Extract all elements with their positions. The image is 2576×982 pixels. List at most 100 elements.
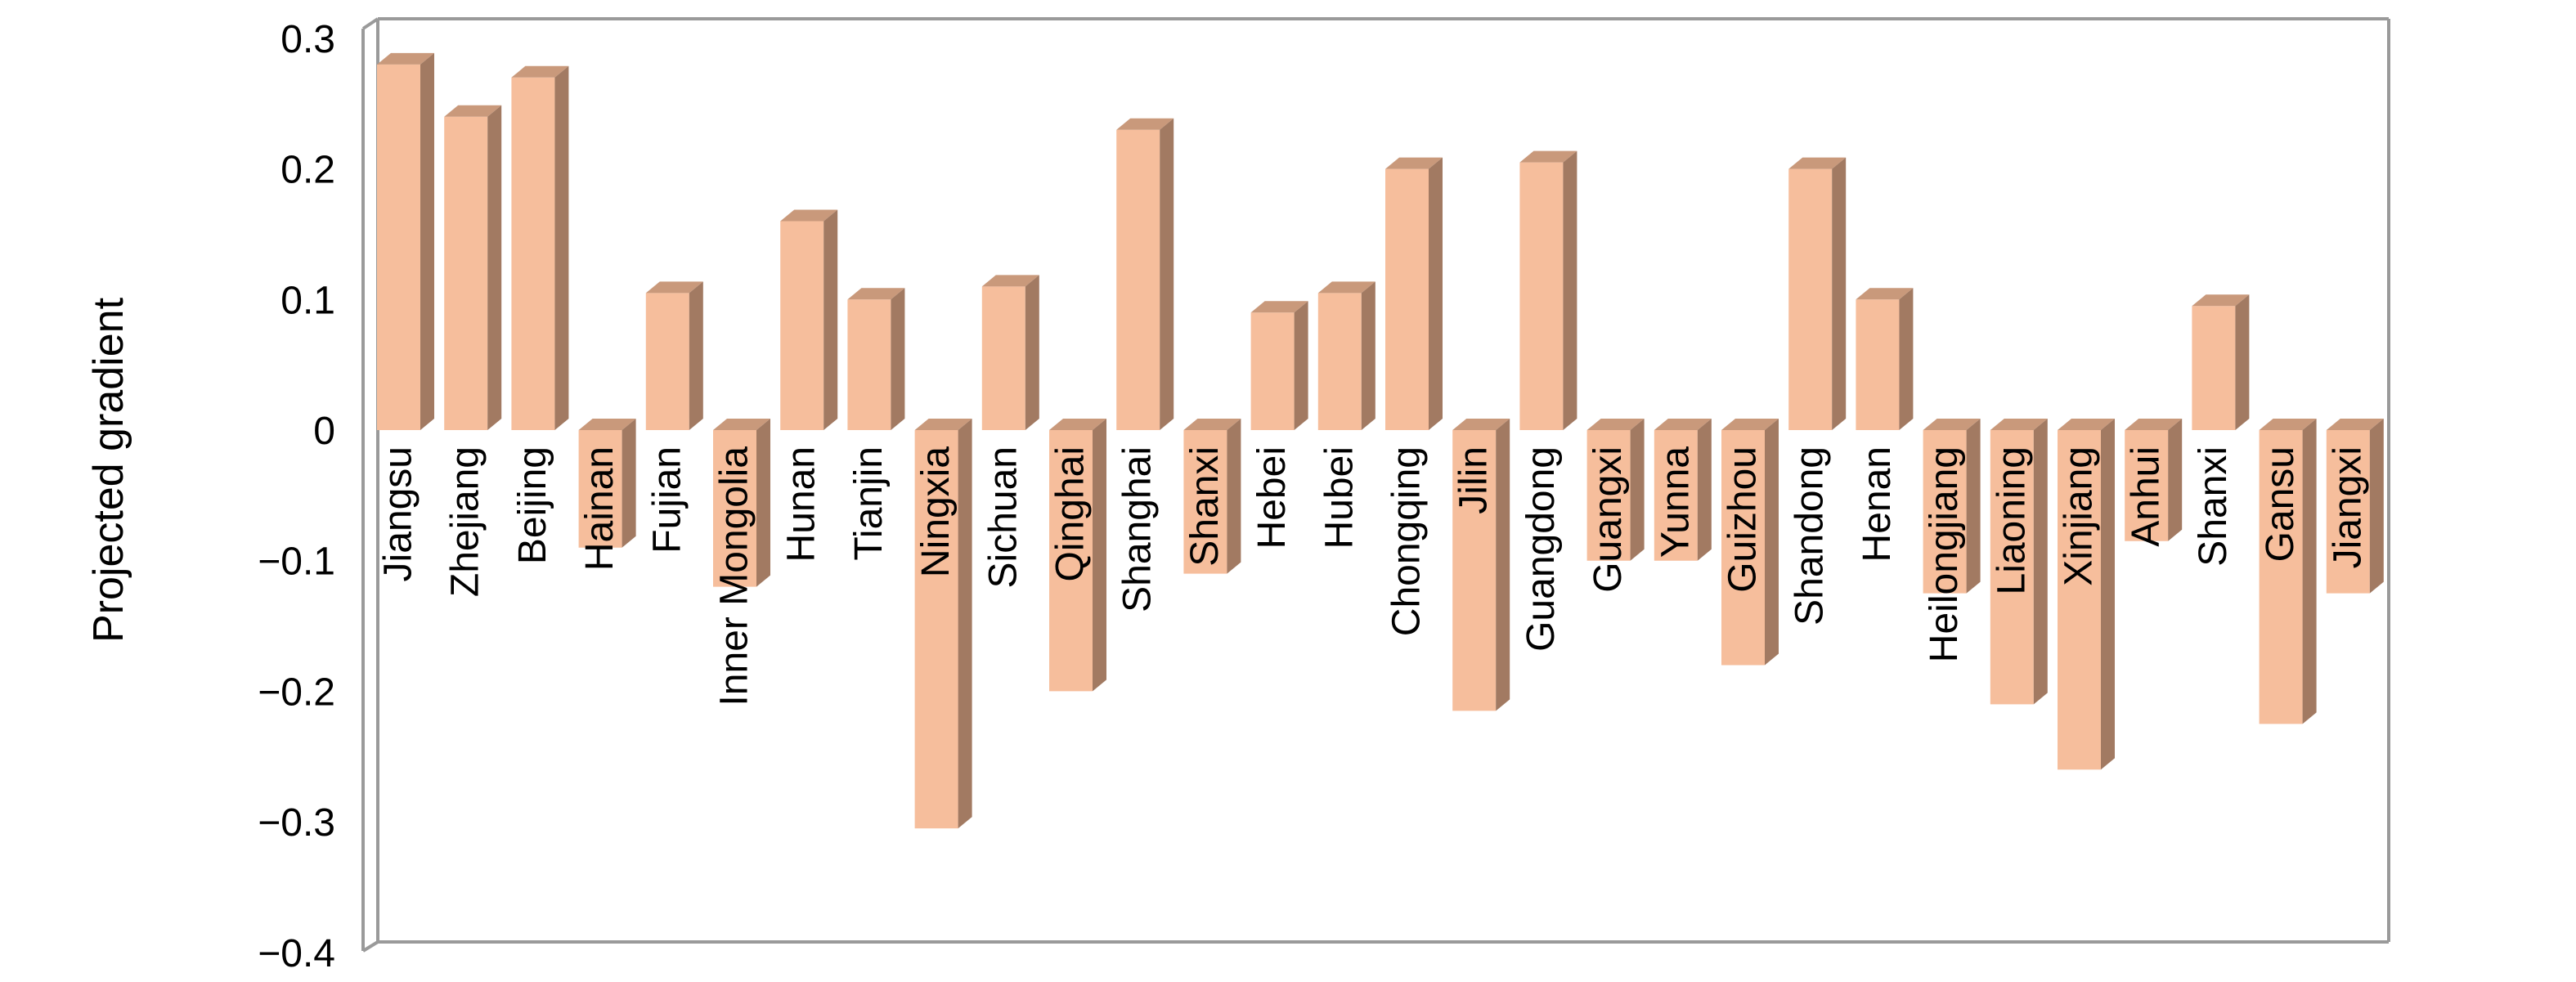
category-label-hubei: Hubei xyxy=(1317,446,1361,549)
bar-top-face xyxy=(1586,419,1645,430)
bar-top-face xyxy=(2192,294,2250,307)
bar-hebei xyxy=(1250,301,1308,430)
bar-side-face xyxy=(1563,150,1577,431)
bar-guizhou xyxy=(1721,419,1779,666)
y-tick-label: −0.3 xyxy=(258,801,335,845)
bar-side-face xyxy=(756,419,770,587)
bar-fujian xyxy=(645,281,703,430)
bar-side-face xyxy=(958,419,972,829)
category-label-guangdong: Guangdong xyxy=(1519,446,1563,652)
bar-front-face xyxy=(1116,129,1160,430)
category-label-tianjin: Tianjin xyxy=(847,446,891,561)
category-label-anhui: Anhui xyxy=(2125,446,2168,547)
bar-top-face xyxy=(1250,301,1308,313)
category-label-chongqing: Chongqing xyxy=(1385,446,1429,636)
bar-jiangsu xyxy=(377,52,434,430)
category-label-gansu: Gansu xyxy=(2259,446,2302,562)
category-label-heilongjiang: Heilongjiang xyxy=(1923,446,1966,662)
bar-shandong xyxy=(1788,157,1847,430)
bar-jilin xyxy=(1452,419,1510,711)
bar-xinjiang xyxy=(2058,419,2115,770)
category-label-hebei: Hebei xyxy=(1250,446,1294,549)
bar-front-face xyxy=(780,221,824,430)
bar-front-face xyxy=(1721,430,1765,666)
bar-side-face xyxy=(1294,301,1308,430)
bar-top-face xyxy=(1116,118,1174,130)
bar-top-face xyxy=(1183,419,1241,430)
category-label-yunna: Yunna xyxy=(1654,446,1697,558)
bar-top-face xyxy=(1990,419,2048,430)
bar-front-face xyxy=(1385,168,1429,430)
bar-front-face xyxy=(1049,430,1093,692)
bar-side-face xyxy=(622,419,636,548)
bar-top-face xyxy=(578,419,636,430)
bar-side-face xyxy=(2033,419,2048,705)
category-label-jiangsu: Jiangsu xyxy=(377,446,420,581)
y-tick-label: 0 xyxy=(313,410,335,453)
category-label-qinghai: Qinghai xyxy=(1049,446,1093,581)
bar-front-face xyxy=(1519,162,1564,431)
bar-front-face xyxy=(2259,430,2303,724)
category-label-jilin: Jilin xyxy=(1452,446,1496,514)
bar-top-face xyxy=(847,288,905,300)
bar-top-face xyxy=(1788,157,1847,169)
bar-top-face xyxy=(2326,419,2384,430)
bar-front-face xyxy=(1654,430,1698,561)
category-label-guizhou: Guizhou xyxy=(1721,446,1765,593)
category-label-zhejiang: Zhejiang xyxy=(444,446,487,597)
bar-side-face xyxy=(1832,157,1847,430)
bars-group xyxy=(377,52,2384,829)
bar-side-face xyxy=(1966,419,1981,594)
bar-zhejiang xyxy=(444,105,502,430)
bar-side-face xyxy=(2302,419,2317,724)
bar-top-face xyxy=(1923,419,1981,430)
bar-side-face xyxy=(2369,419,2384,594)
bar-hubei xyxy=(1317,281,1376,430)
bar-side-face xyxy=(1496,419,1510,711)
bar-side-face xyxy=(1899,288,1914,430)
bar-front-face xyxy=(2192,306,2236,430)
category-label-beijing: Beijing xyxy=(511,446,554,564)
bar-side-face xyxy=(824,209,838,430)
bar-sichuan xyxy=(981,275,1039,430)
bar-top-face xyxy=(713,419,770,430)
y-tick-label: −0.2 xyxy=(258,670,335,714)
bar-front-face xyxy=(981,286,1025,430)
bar-side-face xyxy=(1361,281,1376,430)
category-labels: Jiangsu Zhejiang Beijing Hainan Fujian Inner … xyxy=(377,446,2370,706)
bar-side-face xyxy=(1429,157,1443,430)
bar-front-face xyxy=(713,430,756,587)
bar-top-face xyxy=(1654,419,1712,430)
bar-top-face xyxy=(981,275,1039,287)
category-label-ningxia: Ningxia xyxy=(914,446,958,577)
bar-side-face xyxy=(2168,419,2183,541)
bar-side-face xyxy=(891,288,905,430)
bar-top-face xyxy=(645,281,703,294)
bar-shanghai xyxy=(1116,118,1174,430)
bar-hainan xyxy=(578,419,636,548)
bar-tianjin xyxy=(847,288,905,430)
category-label-shandong: Shandong xyxy=(1788,446,1832,626)
bar-top-face xyxy=(2259,419,2317,430)
bar-side-face xyxy=(420,52,434,430)
y-tick-label: 0.2 xyxy=(280,149,335,192)
bar-ningxia xyxy=(914,419,972,829)
bar-front-face xyxy=(444,116,488,430)
bar-front-face xyxy=(1856,299,1900,430)
bar-front-face xyxy=(1923,430,1967,594)
bar-shanxi xyxy=(2192,294,2250,430)
bar-qinghai xyxy=(1049,419,1106,692)
bar-front-face xyxy=(377,64,420,430)
bar-top-face xyxy=(1049,419,1106,430)
category-label-xinjiang: Xinjiang xyxy=(2058,446,2101,586)
bar-front-face xyxy=(847,299,891,430)
bar-front-face xyxy=(914,430,958,829)
bar-front-face xyxy=(1788,168,1833,430)
bar-front-face xyxy=(1183,430,1227,574)
bar-guangxi xyxy=(1586,419,1645,561)
bar-gansu xyxy=(2259,419,2317,724)
bar-front-face xyxy=(2058,430,2101,770)
y-axis-title: Projected gradient xyxy=(85,297,132,643)
category-label-shanghai: Shanghai xyxy=(1116,446,1160,612)
